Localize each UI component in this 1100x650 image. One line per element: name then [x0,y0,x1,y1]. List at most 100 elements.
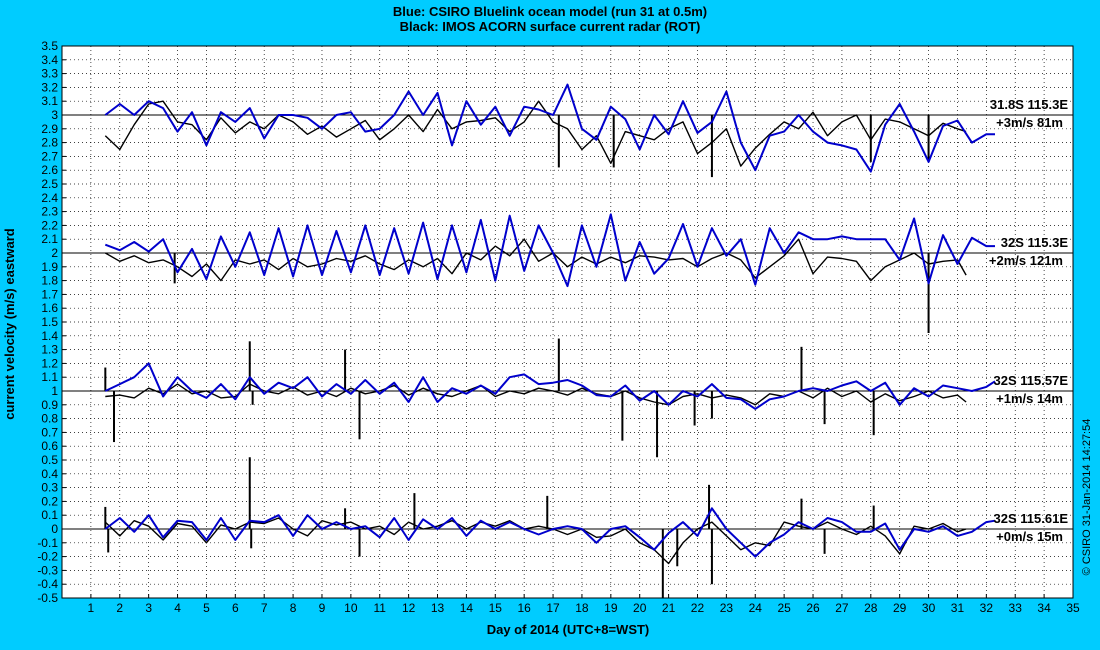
x-tick-label: 3 [145,601,152,615]
x-tick-label: 15 [489,601,503,615]
x-tick-label: 18 [575,601,589,615]
x-axis-label: Day of 2014 (UTC+8=WST) [487,622,650,637]
x-tick-label: 34 [1037,601,1051,615]
x-tick-label: 1 [88,601,95,615]
y-tick-label: 2.3 [41,205,58,219]
x-tick-label: 16 [517,601,531,615]
model-line-panel-1 [104,213,995,288]
x-tick-label: 9 [319,601,326,615]
x-tick-label: 10 [344,601,358,615]
y-tick-label: 3 [51,108,58,122]
y-tick-label: 2 [51,246,58,260]
panel-offset-label: +1m/s 14m [996,391,1063,406]
y-tick-label: 0.3 [41,481,58,495]
x-tick-label: 35 [1066,601,1080,615]
x-tick-label: 4 [174,601,181,615]
y-tick-label: 2.5 [41,177,58,191]
x-tick-label: 31 [951,601,965,615]
x-axis-ticks: 1 2 3 4 5 6 7 8 9 10 11 12 13 14 15 16 17 18 19 20 21 22 23 24 2… [88,594,1080,615]
model-line-panel-2 [104,362,996,410]
y-tick-label: 0.7 [41,425,58,439]
y-tick-label: 2.2 [41,218,58,232]
y-tick-label: 1.9 [41,260,58,274]
radar-line-panel-0 [104,100,967,167]
y-axis-ticks: -0.5-0.4-0.3-0.2-0.100.10.20.30.40.50.60… [37,39,66,605]
x-tick-label: 17 [546,601,560,615]
panel-location-label: 32S 115.3E [1001,235,1069,250]
x-tick-label: 33 [1009,601,1023,615]
y-tick-label: 0.8 [41,412,58,426]
y-tick-label: 1.1 [41,370,58,384]
panel-offset-label: +3m/s 81m [996,115,1063,130]
y-tick-label: -0.3 [37,563,58,577]
x-tick-label: 32 [980,601,994,615]
y-tick-label: 2.9 [41,122,58,136]
x-tick-label: 30 [922,601,936,615]
y-tick-label: 1.2 [41,356,58,370]
x-tick-label: 28 [864,601,878,615]
x-tick-label: 20 [633,601,647,615]
grid [62,45,1074,599]
y-tick-label: 0.9 [41,398,58,412]
y-tick-label: 1.6 [41,301,58,315]
model-line-panel-3 [104,507,996,558]
y-tick-label: 2.4 [41,191,58,205]
y-tick-label: 3.2 [41,80,58,94]
y-tick-label: 0.6 [41,439,58,453]
model-series-group [104,83,996,558]
panel-annotations: 31.8S 115.3E +3m/s 81m 32S 115.3E +2m/s 121… [989,97,1068,544]
y-axis-label: current velocity (m/s) eastward [2,228,17,420]
y-tick-label: 3.1 [41,94,58,108]
y-tick-label: -0.1 [37,536,58,550]
x-tick-label: 25 [777,601,791,615]
x-tick-label: 13 [431,601,445,615]
y-tick-label: 3.4 [41,53,58,67]
x-tick-label: 29 [893,601,907,615]
y-tick-label: 3.3 [41,67,58,81]
y-tick-label: 1.3 [41,343,58,357]
x-tick-label: 2 [116,601,123,615]
chart-subtitle: Black: IMOS ACORN surface current radar … [399,19,701,34]
y-tick-label: 0.4 [41,467,58,481]
copyright-stamp: © CSIRO 31-Jan-2014 14:27:54 [1081,419,1093,576]
y-tick-label: 2.6 [41,163,58,177]
x-tick-label: 23 [720,601,734,615]
y-tick-label: 3.5 [41,39,58,53]
panel-location-label: 32S 115.57E [994,373,1069,388]
panel-baselines [62,114,1073,530]
y-tick-label: -0.5 [37,591,58,605]
x-tick-label: 24 [749,601,763,615]
x-tick-label: 27 [835,601,849,615]
x-tick-label: 6 [232,601,239,615]
y-tick-label: -0.4 [37,577,58,591]
y-tick-label: 2.1 [41,232,58,246]
model-line-panel-0 [104,83,995,173]
x-tick-label: 7 [261,601,268,615]
x-tick-label: 5 [203,601,210,615]
x-tick-label: 19 [604,601,618,615]
y-tick-label: 2.7 [41,149,58,163]
y-tick-label: 0.2 [41,494,58,508]
x-tick-label: 21 [662,601,676,615]
panel-location-label: 32S 115.61E [994,511,1069,526]
x-tick-label: 11 [374,601,387,615]
chart-title: Blue: CSIRO Bluelink ocean model (run 31… [392,4,708,19]
panel-offset-label: +2m/s 121m [989,253,1063,268]
x-tick-label: 14 [460,601,474,615]
x-tick-label: 26 [806,601,820,615]
y-tick-label: 0 [51,522,58,536]
y-tick-label: -0.2 [37,550,58,564]
x-tick-label: 8 [290,601,297,615]
panel-offset-label: +0m/s 15m [996,529,1063,544]
y-tick-label: 1.4 [41,329,58,343]
x-tick-label: 22 [691,601,705,615]
panel-location-label: 31.8S 115.3E [990,97,1068,112]
y-tick-label: 0.1 [41,508,58,522]
y-tick-label: 2.8 [41,136,58,150]
y-tick-label: 1.5 [41,315,58,329]
y-tick-label: 1.8 [41,274,58,288]
radar-line-panel-1 [104,238,967,282]
x-tick-label: 12 [402,601,416,615]
y-tick-label: 0.5 [41,453,58,467]
